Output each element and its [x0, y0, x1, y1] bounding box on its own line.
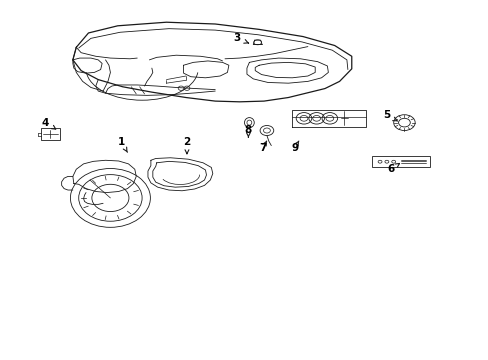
Text: 3: 3 [233, 33, 240, 43]
Text: 6: 6 [386, 164, 394, 174]
Text: 4: 4 [42, 118, 49, 128]
Text: 5: 5 [383, 111, 390, 121]
Text: 9: 9 [290, 143, 298, 153]
Text: 1: 1 [118, 138, 125, 147]
Text: 7: 7 [259, 143, 266, 153]
Text: 8: 8 [244, 125, 251, 135]
Text: 2: 2 [183, 138, 190, 147]
